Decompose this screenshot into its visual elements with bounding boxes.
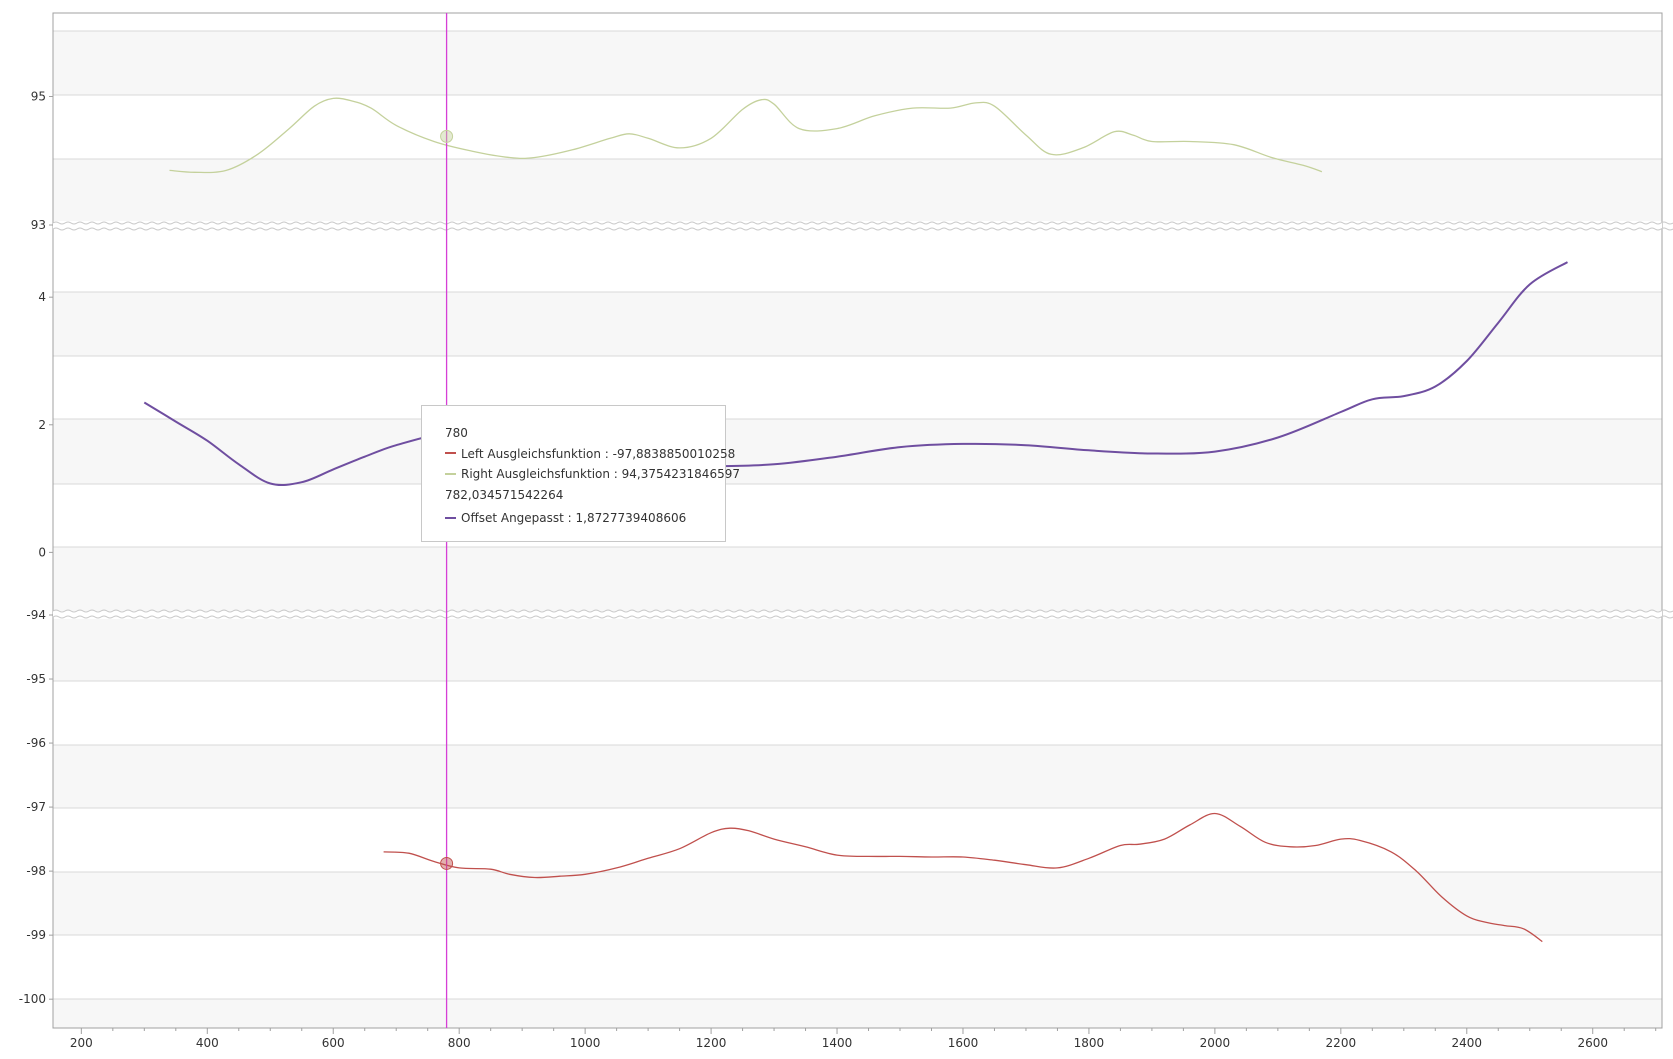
grid-band: [53, 547, 1662, 611]
grid-band: [53, 31, 1662, 95]
x-tick-label: 400: [196, 1036, 219, 1050]
axis-break-top: [52, 221, 1673, 231]
x-tick-label: 1600: [948, 1036, 979, 1050]
tooltip-header: 780: [445, 426, 468, 440]
grid-band: [53, 159, 1662, 221]
x-tick-label: 200: [70, 1036, 93, 1050]
x-tick-label: 1400: [822, 1036, 853, 1050]
y-tick-label: 4: [38, 290, 46, 304]
x-tick-label: 1000: [570, 1036, 601, 1050]
y-tick-label: 95: [31, 90, 46, 104]
legend-swatch-offset-icon: [445, 516, 456, 519]
y-tick-label: -100: [19, 992, 46, 1006]
x-tick-label: 800: [448, 1036, 471, 1050]
axis-break-line: [52, 221, 1673, 225]
marker-left: [440, 856, 454, 870]
grid-band: [53, 419, 1662, 484]
legend-swatch-right-icon: [445, 472, 456, 475]
y-tick-label: -94: [26, 608, 46, 622]
x-tick-label: 1200: [696, 1036, 727, 1050]
legend-swatch-left-icon: [445, 452, 456, 454]
tooltip-entry-value: 782,034571542264: [445, 487, 564, 502]
y-tick-label: 2: [38, 418, 46, 432]
axis-break-line: [52, 615, 1673, 619]
axis-break-gap: [53, 611, 1662, 617]
axis-break-gap: [53, 223, 1662, 229]
tooltip-entry-offset: Offset Angepasst : 1,8727739408606: [445, 508, 725, 529]
x-tick-label: 2000: [1200, 1036, 1231, 1050]
series-line-right-ausgleichsfunktion: [169, 97, 1323, 174]
grid-band: [53, 872, 1662, 935]
axis-break-line: [52, 227, 1673, 231]
tooltip-entry-right: Right Ausgleichsfunktion : 94,3754231846…: [445, 464, 740, 485]
grid-band: [53, 619, 1662, 681]
crosshair-tooltip: 780 Left Ausgleichsfunktion : -97,883885…: [421, 405, 740, 542]
grid-band: [53, 292, 1662, 356]
tooltip-entry-left: Left Ausgleichsfunktion : -97,8838850010…: [445, 444, 735, 465]
y-tick-label: -95: [26, 672, 46, 686]
series-line-offset-angepasst: [143, 261, 1569, 487]
series-line-left-ausgleichsfunktion: [383, 812, 1543, 943]
y-tick-label: 0: [38, 545, 46, 559]
marker-right: [440, 129, 454, 143]
grid-band: [53, 999, 1662, 1028]
y-tick-label: -96: [26, 736, 46, 750]
x-tick-label: 2600: [1577, 1036, 1608, 1050]
x-tick-label: 600: [322, 1036, 345, 1050]
y-tick-label: -97: [26, 800, 46, 814]
x-tick-label: 2400: [1452, 1036, 1483, 1050]
axis-break-bottom: [52, 609, 1673, 619]
y-tick-label: -98: [26, 864, 46, 878]
y-tick-label: 93: [31, 218, 46, 232]
x-tick-label: 1800: [1074, 1036, 1105, 1050]
grid-band: [53, 745, 1662, 808]
y-tick-label: -99: [26, 928, 46, 942]
axis-break-line: [52, 609, 1673, 613]
x-tick-label: 2200: [1326, 1036, 1357, 1050]
